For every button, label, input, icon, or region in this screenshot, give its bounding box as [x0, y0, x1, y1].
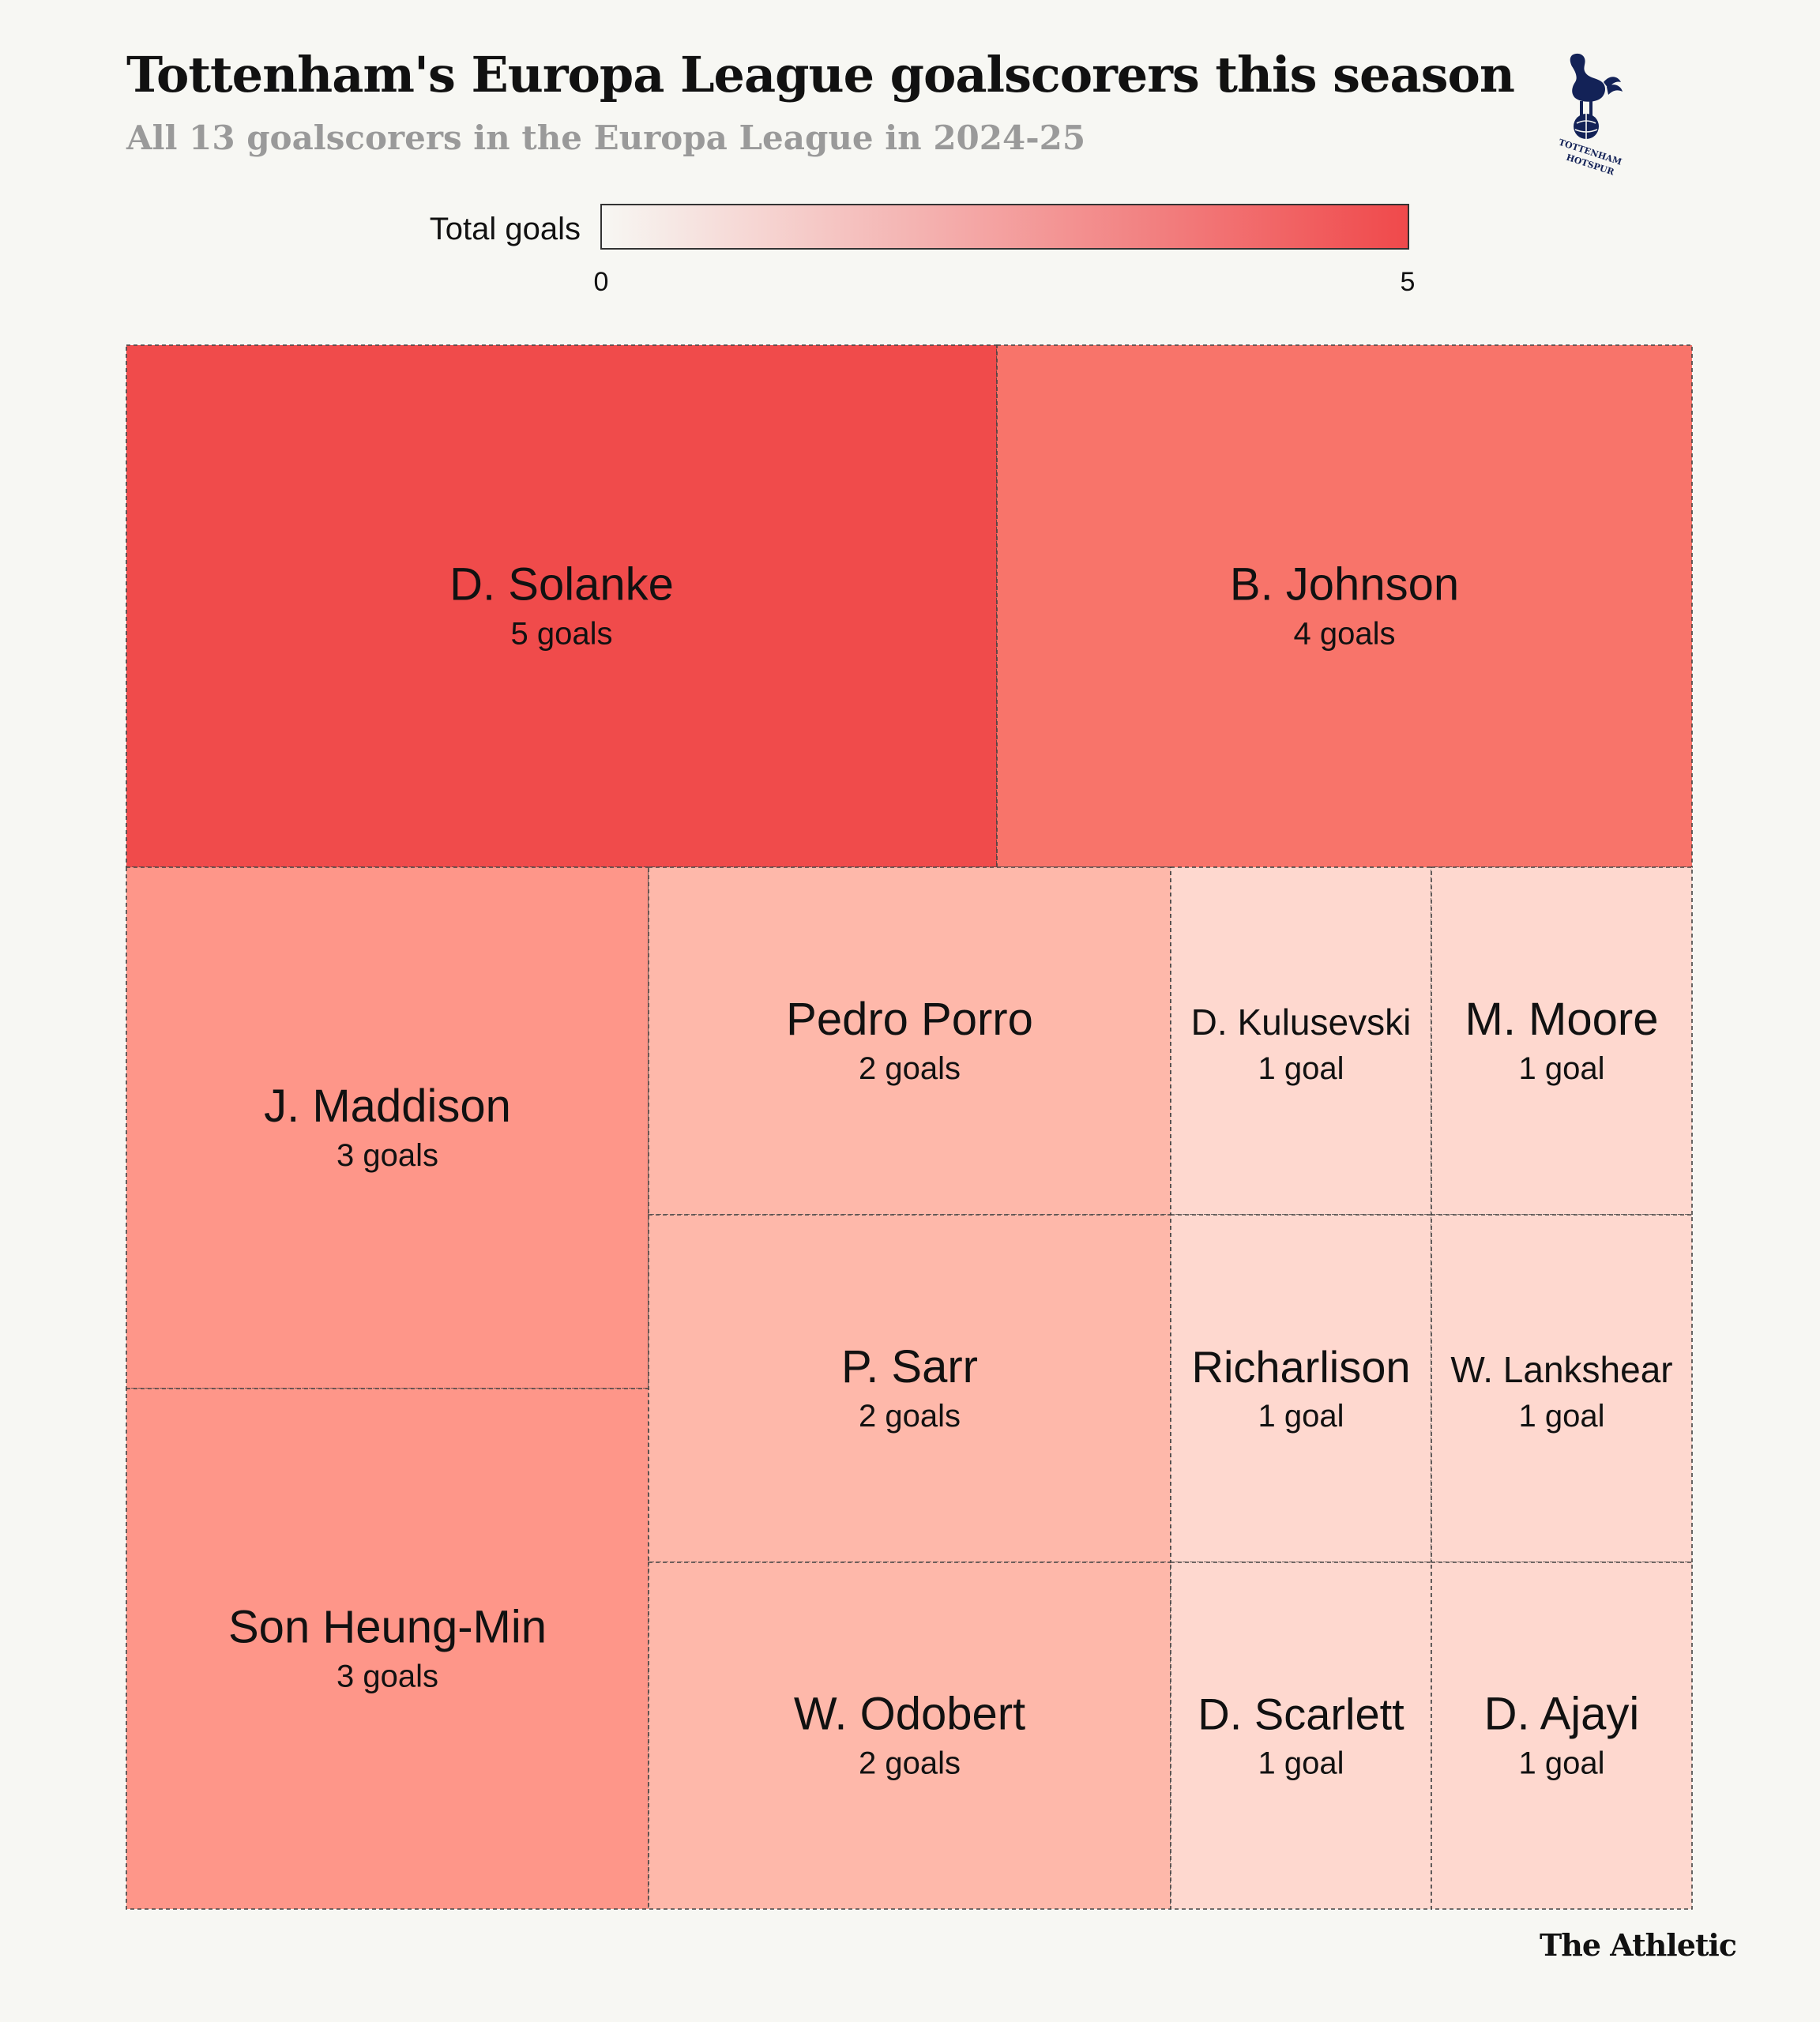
treemap-cell-p-sarr: P. Sarr 2 goals — [648, 1214, 1171, 1563]
treemap-cell-son-heung-min: Son Heung-Min 3 goals — [126, 1388, 649, 1910]
cell-goal-count: 5 goals — [511, 617, 613, 652]
cell-player-name: D. Scarlett — [1198, 1689, 1404, 1739]
treemap-rect — [648, 1214, 1171, 1563]
treemap-rect — [1431, 1562, 1693, 1910]
legend-min-label: 0 — [593, 267, 609, 297]
legend-color-scale — [600, 204, 1409, 250]
treemap-rect — [996, 344, 1693, 868]
cell-goal-count: 1 goal — [1519, 1051, 1605, 1086]
treemap-cell-w-lankshear: W. Lankshear 1 goal — [1431, 1214, 1693, 1563]
cell-player-name: D. Ajayi — [1484, 1689, 1640, 1740]
treemap-rect — [1431, 866, 1693, 1216]
cell-player-name: Richarlison — [1192, 1342, 1411, 1392]
cell-player-name: P. Sarr — [841, 1341, 978, 1392]
cell-player-name: M. Moore — [1465, 994, 1659, 1045]
cell-goal-count: 1 goal — [1519, 1399, 1605, 1434]
cell-goal-count: 2 goals — [859, 1746, 961, 1781]
chart-subtitle: All 13 goalscorers in the Europa League … — [126, 118, 1086, 157]
treemap-cell-d-solanke: D. Solanke 5 goals — [126, 344, 998, 868]
cell-goal-count: 4 goals — [1294, 617, 1396, 652]
treemap-cell-d-scarlett: D. Scarlett 1 goal — [1170, 1562, 1432, 1910]
treemap-rect — [648, 1562, 1171, 1910]
cell-player-name: J. Maddison — [264, 1081, 511, 1132]
cell-goal-count: 1 goal — [1258, 1746, 1344, 1781]
cell-player-name: W. Odobert — [794, 1689, 1025, 1740]
cell-goal-count: 1 goal — [1258, 1399, 1344, 1434]
cell-goal-count: 3 goals — [337, 1659, 438, 1694]
treemap-cell-j-maddison: J. Maddison 3 goals — [126, 866, 649, 1389]
treemap-cell-m-moore: M. Moore 1 goal — [1431, 866, 1693, 1216]
treemap-cell-pedro-porro: Pedro Porro 2 goals — [648, 866, 1171, 1216]
treemap-cell-d-ajayi: D. Ajayi 1 goal — [1431, 1562, 1693, 1910]
treemap-cell-b-johnson: B. Johnson 4 goals — [996, 344, 1693, 868]
cell-player-name: W. Lankshear — [1450, 1349, 1672, 1390]
tottenham-logo-icon: TOTTENHAM HOTSPUR — [1557, 53, 1623, 178]
cell-goal-count: 2 goals — [859, 1399, 961, 1434]
treemap-cell-richarlison: Richarlison 1 goal — [1170, 1214, 1432, 1563]
footer-brand: The Athletic — [1539, 1927, 1737, 1963]
treemap-rect — [126, 1388, 649, 1910]
treemap-cell-d-kulusevski: D. Kulusevski 1 goal — [1170, 866, 1432, 1216]
cell-goal-count: 1 goal — [1258, 1051, 1344, 1086]
cell-player-name: B. Johnson — [1230, 559, 1459, 611]
cell-player-name: Pedro Porro — [786, 994, 1033, 1045]
cell-player-name: D. Solanke — [449, 559, 674, 611]
treemap-cell-w-odobert: W. Odobert 2 goals — [648, 1562, 1171, 1910]
treemap-rect — [1431, 1214, 1693, 1563]
cell-goal-count: 3 goals — [337, 1138, 438, 1173]
chart-title: Tottenham's Europa League goalscorers th… — [126, 46, 1515, 103]
treemap-rect — [648, 866, 1171, 1216]
cell-goal-count: 2 goals — [859, 1051, 961, 1086]
cell-goal-count: 1 goal — [1519, 1746, 1605, 1781]
legend-max-label: 5 — [1400, 267, 1416, 297]
legend-label: Total goals — [429, 212, 581, 246]
cell-player-name: Son Heung-Min — [228, 1602, 547, 1653]
cell-player-name: D. Kulusevski — [1191, 1002, 1412, 1043]
treemap-rect — [1170, 1562, 1432, 1910]
treemap-rect — [1170, 866, 1432, 1216]
